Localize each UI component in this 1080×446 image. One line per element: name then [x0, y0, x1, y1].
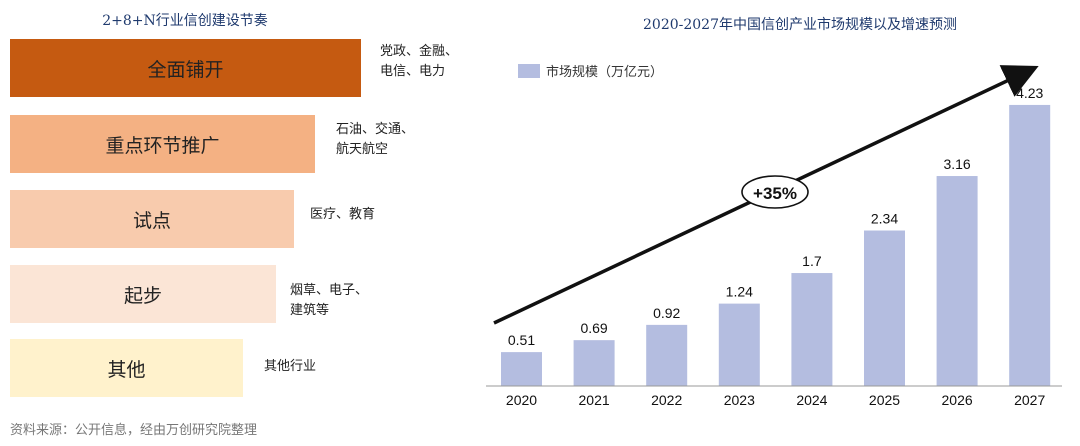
x-tick-label: 2020 — [506, 392, 537, 408]
tiers-title: 2+8+N行业信创建设节奏 — [102, 13, 268, 29]
bar-value-label: 4.23 — [1016, 85, 1043, 101]
x-tick-label: 2027 — [1014, 392, 1045, 408]
x-tick-label: 2022 — [651, 392, 682, 408]
bar-value-label: 0.69 — [580, 320, 607, 336]
bar-value-label: 1.24 — [726, 284, 753, 300]
tier-industries-line: 医疗、教育 — [310, 207, 376, 222]
tier-industries-line: 石油、交通、 — [336, 122, 415, 137]
bar-value-label: 0.92 — [653, 305, 680, 321]
bar — [646, 324, 688, 386]
x-tick-label: 2023 — [724, 392, 755, 408]
tier-box: 试点 — [10, 190, 294, 248]
tier-label: 试点 — [132, 209, 171, 232]
tier-industries: 石油、交通、 航天航空 — [336, 120, 414, 160]
bar-value-label: 0.51 — [508, 332, 535, 348]
tier-industries-line: 航天航空 — [336, 142, 389, 157]
tier-industries: 医疗、教育 — [310, 205, 375, 225]
tier-industries-line: 电信、电力 — [380, 64, 446, 79]
bar-value-label: 2.34 — [871, 211, 898, 227]
tier-box: 其他 — [10, 339, 243, 397]
growth-badge — [741, 175, 809, 209]
tier-box: 重点环节推广 — [10, 115, 315, 173]
tier-industries: 烟草、电子、 建筑等 — [290, 281, 368, 321]
growth-rate-label: +35% — [753, 184, 797, 203]
tier-label: 起步 — [123, 284, 162, 307]
bar — [864, 230, 905, 386]
tier-industries-line: 其他行业 — [264, 359, 317, 374]
legend-label: 市场规模（万亿元） — [546, 64, 663, 79]
bar — [1009, 104, 1051, 386]
tier-industries-line: 党政、金融、 — [380, 44, 459, 59]
legend-swatch — [518, 64, 540, 78]
bar-value-label: 1.7 — [802, 253, 822, 269]
x-tick-label: 2026 — [942, 392, 973, 408]
bar — [501, 352, 542, 386]
tier-industries: 党政、金融、 电信、电力 — [380, 42, 458, 82]
tier-label: 重点环节推广 — [105, 134, 220, 157]
tier-box: 起步 — [10, 265, 276, 323]
bar — [936, 176, 978, 386]
bar — [573, 340, 615, 386]
chart-title: 2020-2027年中国信创产业市场规模以及增速预测 — [643, 17, 957, 33]
tier-label: 其他 — [107, 358, 146, 381]
tier-label: 全面铺开 — [147, 58, 224, 81]
tier-box: 全面铺开 — [10, 39, 361, 97]
x-tick-label: 2024 — [796, 392, 827, 408]
bar — [718, 303, 760, 386]
tier-industries-line: 建筑等 — [290, 303, 330, 318]
x-tick-label: 2025 — [869, 392, 900, 408]
source-note: 资料来源：公开信息，经由万创研究院整理 — [10, 423, 258, 438]
tier-industries-line: 烟草、电子、 — [290, 283, 369, 298]
bar-value-label: 3.16 — [943, 156, 970, 172]
tier-industries: 其他行业 — [264, 357, 316, 377]
bar — [791, 273, 833, 386]
x-tick-label: 2021 — [579, 392, 610, 408]
